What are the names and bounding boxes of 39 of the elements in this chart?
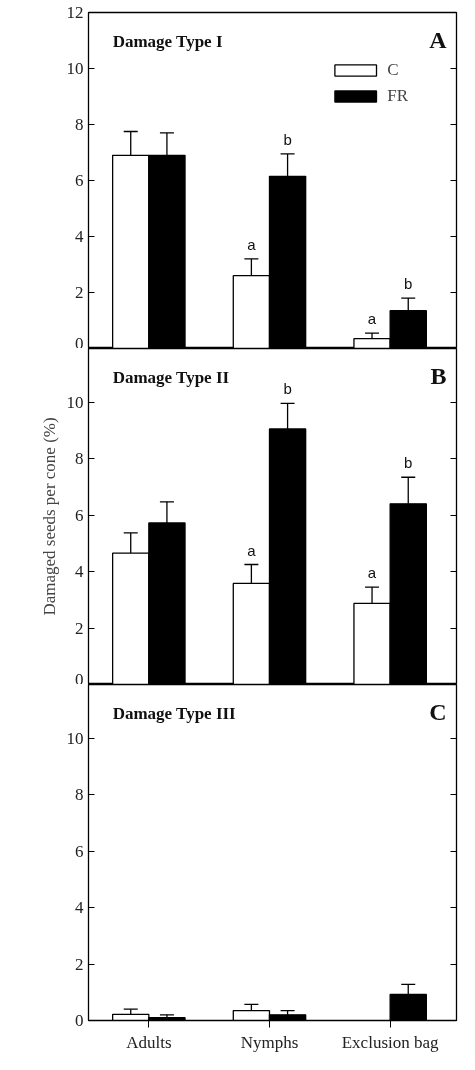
annotation: b	[283, 130, 292, 148]
y-tick-label: 4	[75, 227, 84, 246]
y-tick-label: 0	[75, 1011, 84, 1030]
annotation: b	[404, 454, 413, 472]
annotation: a	[367, 310, 377, 328]
y-tick-label: 0	[75, 333, 84, 353]
y-axis-title: Damaged seeds per cone (%)	[39, 417, 59, 616]
annotation: b	[283, 380, 292, 398]
y-tick-label: 8	[75, 785, 84, 805]
x-tick-label: Nymphs	[240, 1032, 299, 1052]
legend-label: C	[387, 60, 400, 80]
y-tick-label: 6	[75, 505, 84, 525]
text: Damage Type II	[112, 367, 230, 387]
y-tick-label: 2	[75, 954, 84, 974]
text: Damage Type I	[112, 31, 223, 51]
y-tick-label: 6	[75, 171, 84, 190]
annotation: a	[367, 564, 377, 582]
y-tick-label: 10	[66, 392, 84, 412]
x-tick-label: Adults	[126, 1032, 172, 1052]
annotation: b	[404, 275, 413, 293]
text: Damage Type III	[112, 703, 237, 723]
y-tick-label: 4	[75, 562, 84, 582]
y-tick-label: 10	[66, 59, 84, 78]
annotation: B	[430, 362, 447, 389]
annotation: a	[247, 235, 257, 253]
y-tick-label: 4	[75, 898, 84, 918]
y-tick-label: 8	[75, 449, 84, 469]
y-tick-label: 6	[75, 841, 84, 861]
annotation: C	[429, 698, 447, 725]
annotation: A	[429, 26, 448, 53]
y-tick-label: 10	[66, 728, 84, 748]
y-tick-label: 12	[66, 3, 84, 22]
legend-label: FR	[387, 86, 408, 106]
y-tick-label: 2	[75, 283, 84, 302]
annotation: a	[247, 541, 257, 559]
y-tick-label: 8	[75, 115, 84, 134]
y-tick-label: 0	[75, 669, 84, 689]
x-tick-label: Exclusion bag	[341, 1032, 440, 1052]
y-tick-label: 2	[75, 618, 84, 638]
